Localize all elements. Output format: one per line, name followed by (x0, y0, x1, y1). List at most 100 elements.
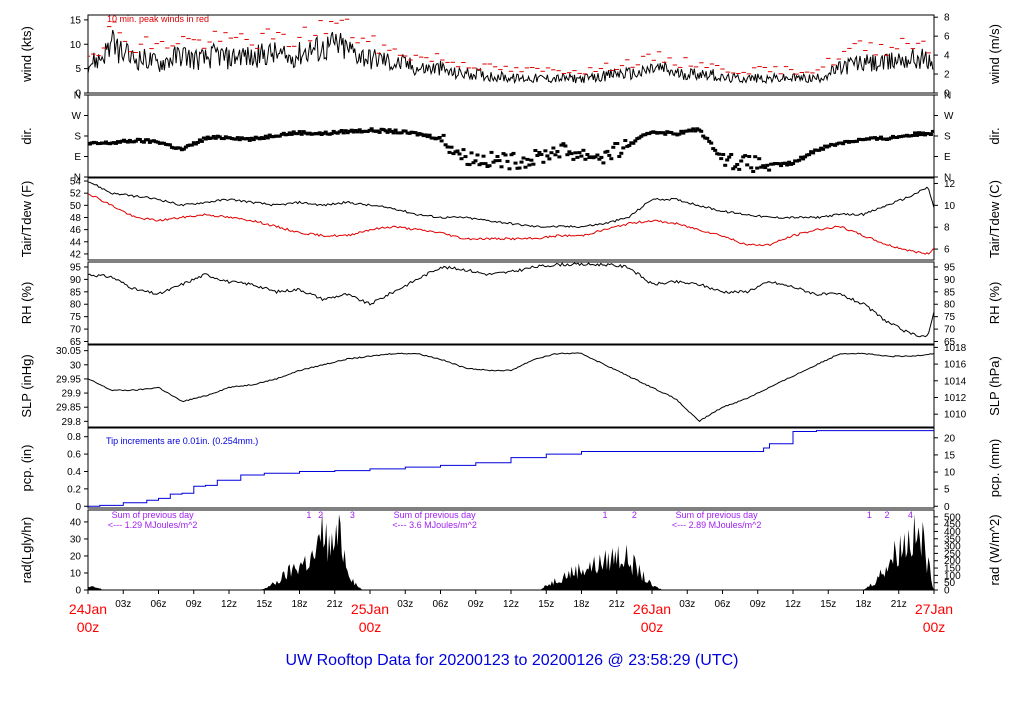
wind-direction-point (733, 165, 738, 169)
wind-direction-point (329, 132, 334, 136)
time-tick-label: 15z (256, 599, 272, 610)
wind-direction-point (265, 136, 270, 140)
wind-direction-point (725, 158, 730, 162)
dir-right-tick-label: N (944, 173, 951, 184)
wind-direction-point (705, 136, 710, 140)
radiation-marker: 1 (306, 510, 311, 520)
wind-direction-point (377, 130, 382, 134)
temp-right-tick-label: 8 (944, 223, 950, 234)
time-tick-label: 03z (397, 599, 413, 610)
rad-right-tick-label: 350 (944, 534, 961, 545)
wind-direction-point (439, 139, 444, 143)
time-tick-label: 15z (538, 599, 554, 610)
wind-direction-point (513, 161, 518, 165)
time-tick-label: 15z (820, 599, 836, 610)
wind-direction-point (195, 141, 200, 144)
wind-direction-point (403, 129, 408, 133)
wind-direction-point (911, 134, 915, 137)
wind-direction-point (751, 170, 756, 173)
wind-direction-point (295, 132, 300, 136)
wind-direction-point (811, 151, 816, 155)
wind-left-tick-label: 10 (70, 40, 82, 51)
wind-direction-point (217, 135, 222, 139)
time-tick-label: 21z (891, 599, 907, 610)
rad-left-tick-label: 0 (75, 586, 81, 597)
rad-panel-frame (87, 509, 935, 591)
wind-direction-point (233, 137, 238, 141)
slp-right-tick-label: 1016 (944, 360, 967, 371)
wind-direction-point (277, 134, 282, 138)
wind-direction-point (181, 147, 186, 151)
wind-direction-point (527, 163, 532, 167)
wind-direction-point (817, 148, 822, 152)
wind-direction-point (291, 130, 296, 134)
wind-direction-point (801, 157, 806, 161)
radiation-marker: 2 (884, 510, 889, 520)
rad-right-tick-label: 0 (944, 586, 950, 597)
wind-direction-point (807, 153, 812, 157)
wind-direction-point (601, 161, 606, 165)
wind-direction-point (691, 127, 696, 131)
air-temperature-line (88, 181, 934, 229)
relative-humidity-line (88, 262, 934, 338)
wind-right-tick-label: 4 (944, 51, 950, 62)
temp-left-tick-label: 52 (70, 189, 82, 200)
wind-direction-point (797, 158, 802, 162)
wind-direction-point (709, 141, 714, 145)
wind-direction-point (783, 161, 788, 165)
time-tick-label: 18z (573, 599, 589, 610)
wind-direction-point (631, 141, 636, 145)
rh-left-tick-label: 85 (70, 287, 82, 298)
wind-direction-point (663, 132, 668, 136)
wind-direction-point (459, 157, 464, 161)
dir-right-tick-label: S (944, 132, 951, 143)
wind-direction-point (355, 130, 360, 134)
wind-direction-point (463, 155, 468, 159)
wind-direction-point (483, 162, 488, 166)
wind-direction-point (511, 151, 516, 155)
wind-direction-point (125, 140, 130, 144)
dir-left-tick-label: S (74, 132, 81, 143)
wind-left-tick-label: 0 (75, 89, 81, 100)
wind-direction-point (213, 136, 218, 140)
pcp-right-tick-label: 20 (944, 433, 956, 444)
wind-direction-point (211, 135, 216, 138)
radiation-marker: 4 (908, 510, 913, 520)
rad-right-tick-label: 50 (944, 578, 956, 589)
rh-right-tick-label: 80 (944, 300, 956, 311)
wind-direction-point (519, 160, 524, 164)
peak-winds-annotation: 10 min. peak winds in red (107, 14, 209, 24)
wind-direction-point (563, 144, 568, 148)
wind-right-tick-label: 8 (944, 13, 950, 24)
wind-direction-point (787, 160, 792, 164)
rh-right-tick-label: 75 (944, 312, 956, 323)
rad-right-tick-label: 400 (944, 527, 961, 538)
day-sum-value: <--- 1.29 MJoules/m^2 (108, 520, 198, 530)
temp-right-axis-label: Tair/Tdew (C) (987, 180, 1002, 258)
wind-direction-point (621, 146, 626, 150)
wind-direction-point (711, 147, 716, 151)
radiation-marker: 3 (350, 510, 355, 520)
wind-direction-point (299, 132, 304, 136)
wind-direction-point (441, 133, 446, 137)
wind-direction-point (469, 151, 474, 155)
wind-direction-point (525, 157, 530, 161)
wind-direction-point (731, 167, 736, 171)
dir-left-tick-label: N (74, 91, 81, 102)
wind-direction-point (521, 156, 526, 160)
wind-direction-point (585, 153, 590, 156)
dir-left-tick-label: W (72, 111, 82, 122)
wind-direction-point (475, 153, 480, 157)
wind-direction-point (557, 155, 562, 159)
wind-direction-point (619, 151, 624, 155)
wind-direction-point (755, 166, 760, 170)
wind-direction-point (615, 142, 620, 145)
wind-direction-point (753, 155, 758, 159)
wind-direction-point (575, 155, 580, 159)
temp-right-tick-label: 12 (944, 179, 956, 190)
wind-direction-point (699, 129, 704, 133)
wind-direction-point (237, 138, 242, 142)
dir-left-tick-label: E (74, 152, 81, 163)
rh-panel-frame (87, 261, 935, 345)
wind-direction-point (267, 133, 272, 137)
